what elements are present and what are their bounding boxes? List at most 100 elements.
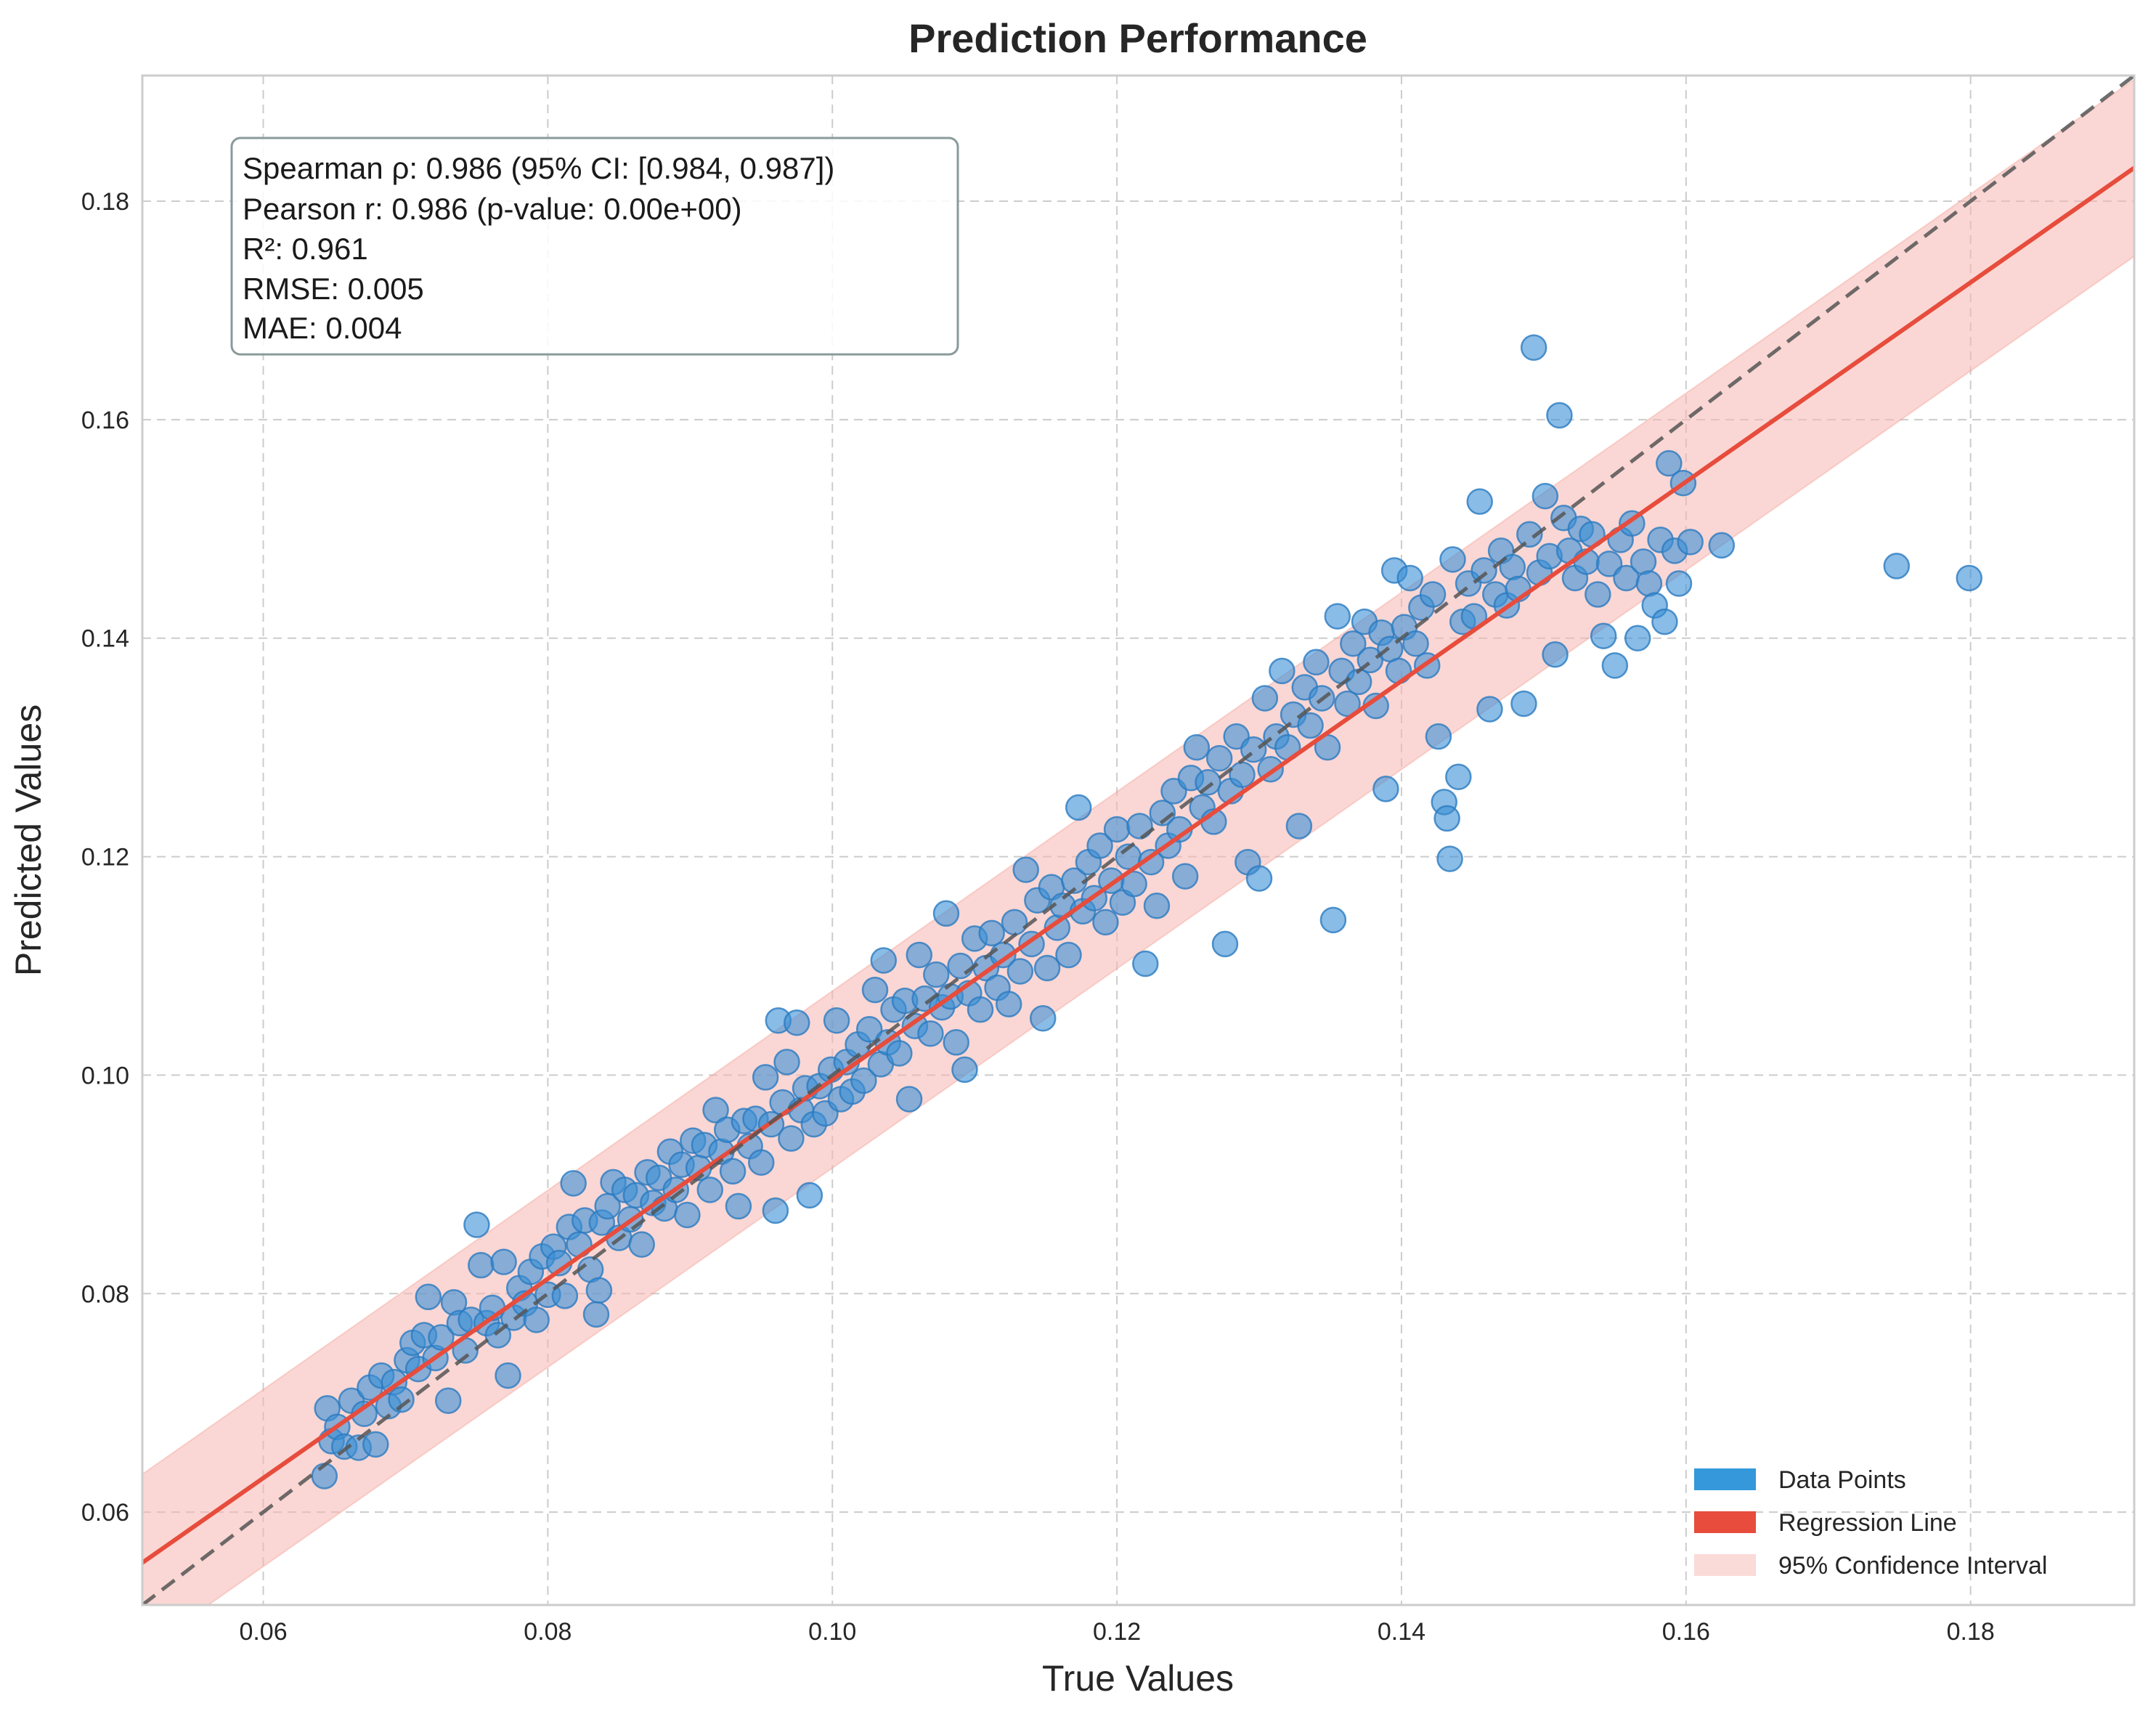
data-point — [1143, 893, 1171, 919]
data-point — [1372, 776, 1399, 802]
data-point — [906, 941, 933, 969]
data-point — [674, 1201, 701, 1229]
data-point — [1340, 630, 1367, 657]
data-point — [1624, 625, 1651, 651]
y-tick-label: 0.12 — [81, 844, 129, 871]
data-point — [1103, 816, 1131, 843]
y-tick-label: 0.16 — [81, 407, 129, 434]
data-point — [1466, 488, 1493, 515]
x-tick-label: 0.08 — [524, 1618, 571, 1646]
data-point — [1445, 763, 1472, 791]
tick-labels: 0.06 0.08 0.10 0.12 0.14 0.16 0.18 0.06 0.08 0.10… — [81, 188, 1995, 1646]
data-point — [784, 1009, 810, 1036]
data-point — [895, 1086, 923, 1113]
stats-r2: R²: 0.961 — [243, 232, 368, 266]
data-point — [1251, 685, 1279, 712]
data-point — [850, 1067, 877, 1094]
data-point — [1303, 649, 1330, 676]
data-point — [1585, 581, 1611, 608]
data-point — [823, 1007, 850, 1034]
y-axis-label: Predicted Values — [8, 704, 49, 976]
stats-box: Spearman ρ: 0.986 (95% CI: [0.984, 0.987… — [230, 137, 959, 356]
data-point — [923, 961, 950, 988]
data-point — [1012, 856, 1039, 883]
data-point — [748, 1149, 775, 1177]
data-point — [725, 1192, 752, 1220]
data-point — [1542, 641, 1569, 668]
stats-rmse: RMSE: 0.005 — [243, 272, 424, 306]
data-point — [995, 991, 1022, 1017]
y-tick-label: 0.10 — [81, 1062, 129, 1089]
data-point — [1029, 1004, 1057, 1032]
data-point — [523, 1306, 550, 1333]
data-point — [1195, 769, 1221, 796]
data-point — [1183, 733, 1211, 761]
data-point — [1433, 805, 1460, 832]
data-point — [1319, 906, 1347, 934]
data-point — [1635, 570, 1663, 597]
data-point — [1651, 608, 1678, 635]
data-point — [1006, 958, 1034, 985]
data-point — [1086, 832, 1113, 859]
data-point — [796, 1182, 823, 1209]
data-point — [1120, 870, 1147, 898]
stats-spearman: Spearman ρ: 0.986 (95% CI: [0.984, 0.987… — [243, 151, 834, 185]
data-point — [1546, 402, 1573, 429]
data-point — [1065, 794, 1092, 821]
x-axis-label: True Values — [1042, 1658, 1234, 1699]
data-point — [1297, 712, 1324, 739]
data-point — [1590, 622, 1617, 649]
data-point — [1708, 532, 1736, 559]
data-point — [870, 947, 898, 974]
data-point — [1033, 954, 1061, 982]
legend-label-data-points: Data Points — [1778, 1466, 1906, 1494]
data-point — [1245, 865, 1273, 892]
data-point — [951, 1056, 978, 1084]
data-point — [628, 1231, 655, 1258]
data-point — [1470, 557, 1497, 584]
data-point — [434, 1387, 462, 1414]
legend-label-regression-line: Regression Line — [1778, 1509, 1957, 1537]
data-point — [1171, 863, 1199, 890]
data-point — [582, 1301, 610, 1328]
data-point — [1334, 690, 1361, 718]
y-tick-label: 0.18 — [81, 188, 129, 216]
data-point — [585, 1277, 613, 1304]
x-tick-label: 0.16 — [1662, 1618, 1710, 1646]
data-point — [978, 919, 1005, 947]
stats-pearson: Pearson r: 0.986 (p-value: 0.00e+00) — [243, 192, 742, 226]
data-point — [752, 1064, 779, 1091]
data-point — [855, 1015, 883, 1043]
data-point — [762, 1197, 789, 1224]
data-point — [719, 1158, 747, 1185]
data-point — [947, 952, 974, 980]
legend-swatch-regression-line — [1694, 1511, 1756, 1533]
data-point — [1656, 450, 1683, 477]
data-point — [490, 1248, 517, 1275]
data-point — [1055, 941, 1082, 969]
stats-box-frame — [230, 137, 959, 356]
data-point — [1665, 570, 1693, 597]
data-point — [1324, 603, 1351, 630]
data-point — [1436, 845, 1463, 872]
data-point — [917, 1020, 944, 1047]
x-tick-label: 0.14 — [1378, 1618, 1425, 1646]
data-point — [362, 1431, 389, 1458]
data-point — [1402, 630, 1429, 657]
data-point — [1956, 564, 1982, 592]
y-tick-label: 0.06 — [81, 1499, 129, 1527]
chart-title: Prediction Performance — [908, 15, 1367, 61]
y-tick-label: 0.14 — [81, 625, 129, 653]
stats-mae: MAE: 0.004 — [243, 311, 402, 345]
data-point — [696, 1177, 724, 1203]
data-point — [1132, 950, 1159, 978]
data-point — [1396, 564, 1423, 592]
data-point — [702, 1097, 729, 1123]
data-point — [1601, 652, 1629, 679]
data-point — [1269, 657, 1295, 685]
data-point — [886, 1040, 913, 1067]
data-point — [428, 1324, 455, 1351]
data-point — [1510, 690, 1537, 718]
y-tick-label: 0.08 — [81, 1280, 129, 1308]
